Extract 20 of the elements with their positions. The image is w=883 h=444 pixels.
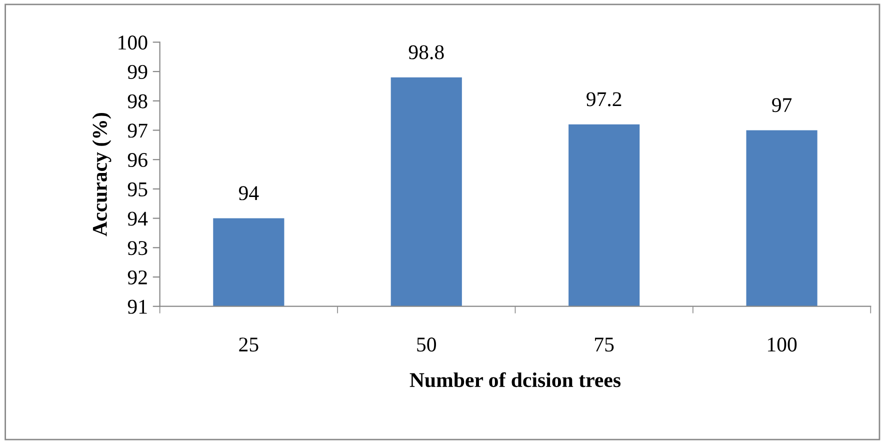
y-axis-title: Accuracy (%) <box>92 113 112 236</box>
y-tick-label: 93 <box>128 241 148 256</box>
data-label: 94 <box>238 186 259 200</box>
y-tick-label: 91 <box>128 300 147 314</box>
x-tick-label: 50 <box>417 338 436 352</box>
y-tick-label: 96 <box>128 153 148 168</box>
x-tick-label: 25 <box>239 338 258 352</box>
x-tick-label: 100 <box>768 338 797 352</box>
y-tick-label: 97 <box>128 124 148 138</box>
y-tick-label: 92 <box>128 270 147 284</box>
data-label: 97 <box>772 98 792 112</box>
y-tick-label: 100 <box>118 36 148 50</box>
y-tick-label: 98 <box>128 94 148 108</box>
x-tick-label: 75 <box>595 338 614 352</box>
data-label: 97.2 <box>586 92 622 106</box>
data-label: 98.8 <box>408 45 444 60</box>
y-tick-label: 95 <box>128 182 148 196</box>
y-tick-label: 99 <box>128 64 148 79</box>
x-axis-title: Number of dcision trees <box>410 372 621 388</box>
y-tick-label: 94 <box>128 212 148 226</box>
